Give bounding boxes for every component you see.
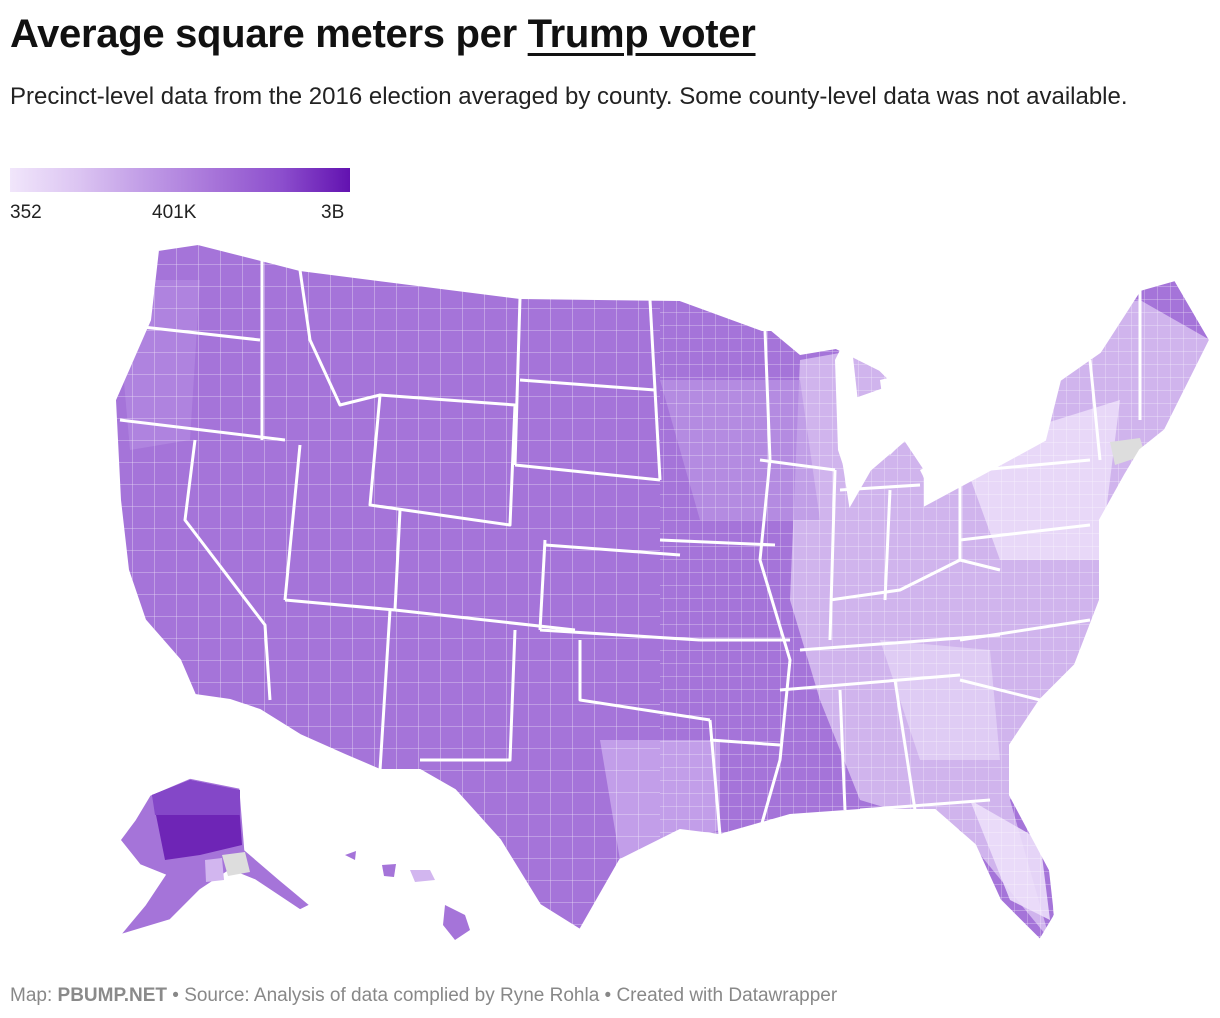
border-ar-la: [709, 738, 781, 747]
title-prefix: Average square meters per: [10, 12, 528, 56]
hawaii: [345, 851, 470, 940]
border-ne-ks: [544, 543, 681, 557]
border-id-mt: [298, 269, 381, 407]
border-pa-ny: [979, 458, 1091, 472]
border-ga-fl: [859, 798, 991, 812]
legend-gradient-bar: [10, 168, 350, 192]
border-ky-oh-river: [829, 558, 1001, 602]
footer-brand-link[interactable]: PBUMP.NET: [57, 985, 167, 1006]
lake-huron: [880, 375, 905, 455]
contiguous-us: [113, 242, 1212, 942]
alaska: [117, 777, 312, 937]
border-nm-tx: [420, 629, 517, 762]
us-county-map: [113, 242, 1212, 942]
connecticut-no-data: [1110, 438, 1145, 465]
county-grid-east: [660, 244, 1210, 940]
hawaii-big-island: [443, 905, 470, 940]
border-mississippi: [758, 329, 792, 831]
border-ia-mo: [659, 538, 776, 547]
lake-michigan: [835, 330, 860, 480]
border-al-ga: [893, 679, 917, 811]
trump-voter-link[interactable]: Trump voter: [527, 12, 756, 56]
border-mi-lower: [839, 483, 921, 492]
border-dakotas: [513, 297, 522, 466]
chart-title: Average square meters per Trump voter: [10, 12, 756, 57]
alaska-no-data: [222, 852, 250, 876]
legend-tick-mid: 401K: [152, 202, 197, 223]
border-az-nm: [378, 609, 392, 771]
lake-erie: [920, 440, 985, 480]
border-mn-west: [648, 299, 662, 481]
border-la-tx: [708, 719, 722, 836]
border-or-ca: [119, 418, 286, 442]
border-ok-tx: [578, 640, 711, 722]
border-ny-vt: [1088, 359, 1102, 461]
border-co-east: [538, 539, 547, 631]
alaska-light-area: [205, 858, 224, 882]
color-legend: 352 401K 3B: [10, 168, 350, 224]
alaska-mid-north: [152, 780, 240, 815]
map-footer: Map: PBUMP.NET • Source: Analysis of dat…: [10, 985, 837, 1007]
border-ms-al: [838, 689, 847, 811]
border-nv-ut: [283, 444, 302, 601]
border-wy: [368, 393, 517, 527]
chart-subtitle: Precinct-level data from the 2016 electi…: [10, 83, 1128, 110]
lake-superior: [770, 330, 860, 355]
border-wi-il: [759, 458, 836, 472]
hawaii-maui: [410, 870, 435, 882]
border-il-in: [828, 469, 837, 641]
border-az-ut: [284, 598, 396, 612]
border-ks-ok: [539, 628, 701, 642]
border-tn-south: [779, 673, 961, 692]
border-nc-sc: [959, 678, 1041, 702]
border-wa-or: [124, 323, 261, 342]
border-ut-co: [393, 509, 402, 611]
state-borders: [119, 260, 1142, 836]
border-nd-sd: [519, 378, 656, 392]
footer-source: • Source: Analysis of data complied by R…: [172, 985, 838, 1006]
legend-tick-min: 352: [10, 202, 42, 223]
border-sd-ne: [514, 463, 661, 482]
legend-tick-max: 3B: [321, 202, 345, 223]
hawaii-kauai: [345, 851, 356, 860]
border-va-nc: [959, 618, 1091, 642]
hawaii-oahu: [382, 864, 396, 877]
us-outline: [113, 242, 1212, 942]
border-in-oh: [883, 489, 892, 601]
border-pa-south: [959, 523, 1091, 542]
border-ca-nv: [183, 439, 272, 701]
footer-map-label: Map:: [10, 985, 53, 1006]
border-co-south: [394, 608, 576, 632]
